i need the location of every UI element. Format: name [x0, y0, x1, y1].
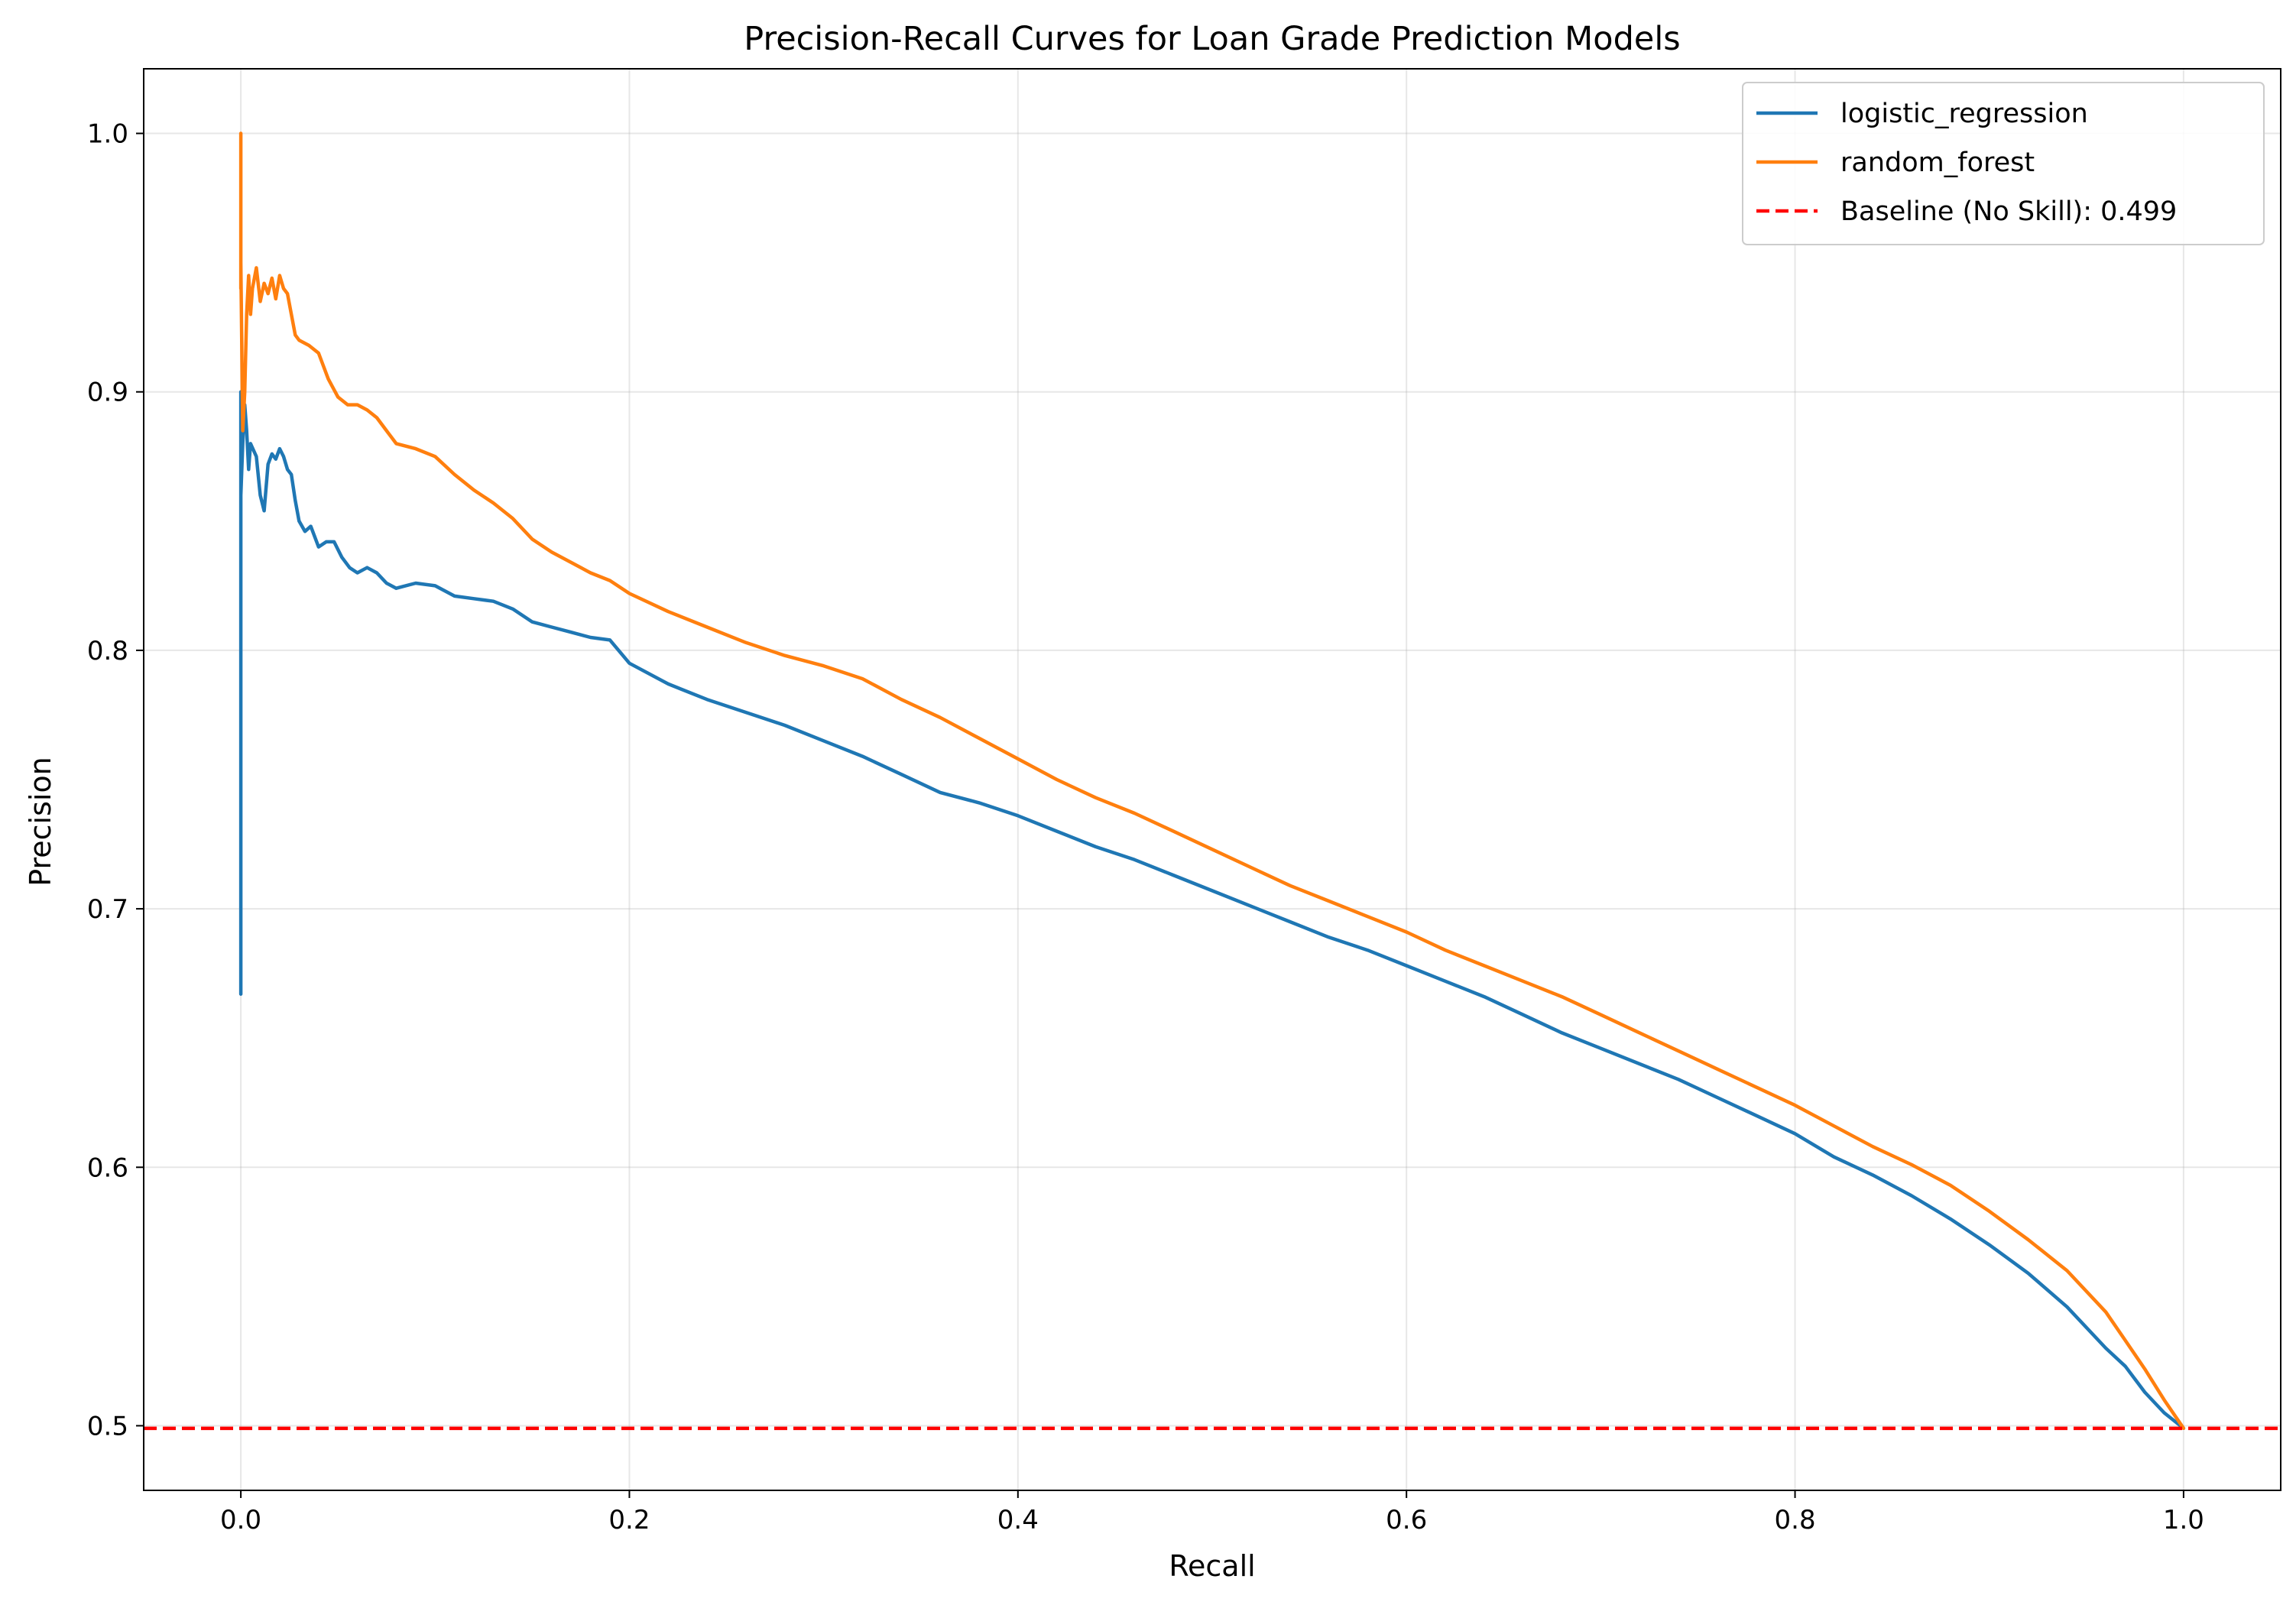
grid [144, 69, 2281, 1490]
series-line-logistic-regression [238, 390, 2186, 1431]
x-tick-label: 0.2 [608, 1505, 650, 1535]
axes [136, 68, 2281, 1498]
legend: logistic_regression random_forest Baseline… [1742, 82, 2265, 245]
y-tick-label: 0.6 [87, 1153, 128, 1183]
chart-title: Precision-Recall Curves for Loan Grade P… [744, 20, 1680, 58]
legend-label: random_forest [1840, 148, 2035, 178]
y-tick-label: 1.0 [87, 119, 128, 150]
x-tick-label: 0.6 [1386, 1505, 1427, 1535]
x-tick-label: 0.8 [1775, 1505, 1816, 1535]
series-line-random-forest [238, 131, 2186, 1431]
y-tick-label: 0.7 [87, 894, 128, 925]
y-tick-label: 0.9 [87, 378, 128, 408]
x-tick-label: 0.0 [220, 1505, 261, 1535]
y-tick-label: 0.5 [87, 1411, 128, 1441]
y-axis-label: Precision [24, 757, 57, 887]
legend-label: Baseline (No Skill): 0.499 [1840, 196, 2177, 227]
legend-box [1742, 82, 2265, 245]
series-lines [144, 131, 2281, 1431]
x-tick-label: 1.0 [2163, 1505, 2204, 1535]
y-tick-label: 0.8 [87, 636, 128, 666]
legend-label: logistic_regression [1840, 99, 2088, 129]
x-axis-label: Recall [1169, 1549, 1255, 1583]
x-tick-label: 0.4 [997, 1505, 1039, 1535]
plot-frame [143, 68, 2281, 1491]
tick-labels: 0.0 0.2 0.4 0.6 0.8 1.0 0.5 0.6 0.7 0.8 0.9 1.0 [87, 119, 2204, 1535]
